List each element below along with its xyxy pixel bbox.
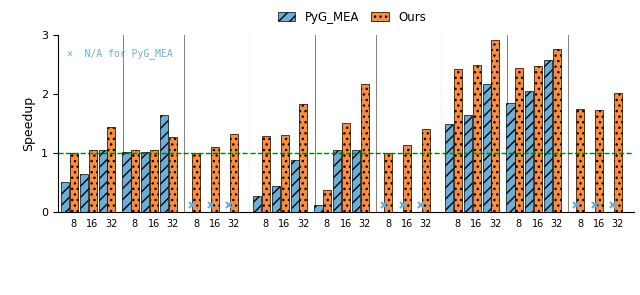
Bar — [492, 40, 499, 212]
Bar — [515, 68, 523, 212]
Bar — [122, 152, 131, 212]
Bar — [253, 196, 261, 212]
Text: ×  N/A for PyG_MEA: × N/A for PyG_MEA — [67, 48, 173, 59]
Bar — [360, 84, 369, 212]
Bar — [168, 137, 177, 212]
Bar — [403, 145, 412, 212]
Bar — [614, 93, 622, 212]
Bar — [445, 124, 453, 212]
Bar — [577, 109, 584, 212]
Bar — [483, 84, 491, 212]
Bar — [352, 150, 360, 212]
Bar — [291, 160, 299, 212]
Bar — [61, 182, 69, 212]
Bar — [160, 115, 168, 212]
Bar — [108, 127, 115, 212]
Bar — [211, 148, 220, 212]
Bar — [454, 69, 462, 212]
Bar — [552, 49, 561, 212]
Bar — [506, 103, 515, 212]
Bar — [70, 153, 78, 212]
Bar — [272, 186, 280, 212]
Bar — [544, 60, 552, 212]
Bar — [150, 150, 158, 212]
Bar — [280, 135, 289, 212]
Y-axis label: Speedup: Speedup — [22, 96, 35, 151]
Bar — [342, 123, 350, 212]
Bar — [323, 190, 331, 212]
Bar — [385, 153, 392, 212]
Legend: PyG_MEA, Ours: PyG_MEA, Ours — [273, 6, 431, 28]
Bar — [333, 150, 341, 212]
Bar — [131, 150, 139, 212]
Bar — [314, 205, 323, 212]
Bar — [262, 136, 270, 212]
Bar — [141, 152, 149, 212]
Bar — [88, 150, 97, 212]
Bar — [422, 129, 430, 212]
Bar — [472, 65, 481, 212]
Bar — [595, 110, 604, 212]
Bar — [534, 66, 542, 212]
Bar — [300, 104, 307, 212]
Bar — [193, 153, 200, 212]
Bar — [464, 115, 472, 212]
Bar — [80, 174, 88, 212]
Bar — [99, 150, 107, 212]
Bar — [525, 91, 533, 212]
Bar — [230, 134, 238, 212]
